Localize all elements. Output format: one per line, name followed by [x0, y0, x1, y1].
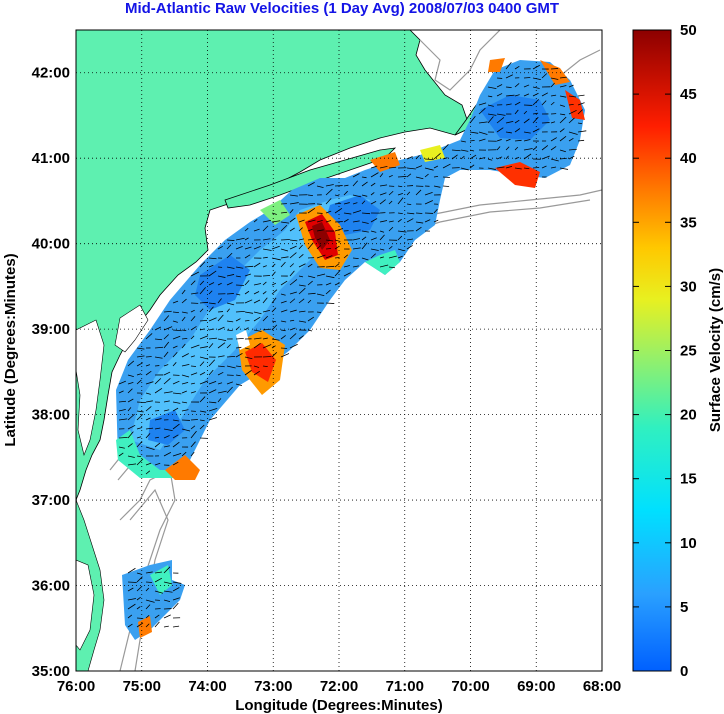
colorbar-tick-label: 40 — [680, 150, 697, 167]
x-tick-label: 74:00 — [188, 678, 226, 695]
x-tick-label: 68:00 — [583, 678, 621, 695]
colorbar-tick-label: 45 — [680, 86, 697, 103]
x-tick-label: 69:00 — [517, 678, 555, 695]
velocity-arrow — [443, 177, 450, 178]
y-tick-label: 38:00 — [32, 407, 70, 424]
y-axis-ticks: 35:00 36:00 37:00 38:00 39:00 40:00 41:00 42:00 — [32, 65, 70, 680]
velocity-arrow — [191, 366, 196, 367]
y-tick-label: 39:00 — [32, 321, 70, 338]
colorbar-tick-label: 5 — [680, 599, 688, 616]
colorbar-tick-label: 0 — [680, 663, 688, 680]
colorbar-tick-label: 30 — [680, 278, 697, 295]
velocity-arrow — [227, 240, 234, 241]
y-axis-label: Latitude (Degrees:Minutes) — [2, 253, 19, 446]
velocity-arrow — [416, 213, 422, 214]
velocity-arrow — [281, 348, 287, 349]
x-axis-ticks: 76:00 75:00 74:00 73:00 72:00 71:00 70:00 69:00… — [57, 678, 621, 695]
x-tick-label: 70:00 — [451, 678, 489, 695]
colorbar-tick-label: 15 — [680, 471, 697, 488]
y-tick-label: 36:00 — [32, 578, 70, 595]
y-tick-label: 40:00 — [32, 236, 70, 253]
velocity-arrow — [317, 312, 321, 313]
x-tick-label: 73:00 — [254, 678, 292, 695]
x-tick-label: 75:00 — [123, 678, 161, 695]
velocity-arrow — [443, 186, 449, 187]
x-tick-label: 72:00 — [320, 678, 358, 695]
x-axis-label: Longitude (Degrees:Minutes) — [235, 697, 443, 714]
velocity-arrow — [155, 410, 159, 411]
y-tick-label: 37:00 — [32, 492, 70, 509]
velocity-arrow — [524, 77, 530, 78]
colorbar-tick-label: 20 — [680, 407, 697, 424]
x-tick-label: 76:00 — [57, 678, 95, 695]
y-tick-label: 42:00 — [32, 65, 70, 82]
y-tick-label: 35:00 — [32, 663, 70, 680]
colorbar-tick-label: 25 — [680, 343, 697, 360]
colorbar-label: Surface Velocity (cm/s) — [707, 268, 724, 432]
y-tick-label: 41:00 — [32, 150, 70, 167]
colorbar-tick-label: 35 — [680, 214, 697, 231]
velocity-arrow — [551, 68, 558, 69]
colorbar-tick-label: 50 — [680, 22, 697, 39]
velocity-arrow — [326, 248, 331, 249]
x-tick-label: 71:00 — [386, 678, 424, 695]
velocity-arrow — [146, 582, 152, 583]
colorbar-tick-label: 10 — [680, 535, 697, 552]
velocity-arrow — [146, 356, 152, 357]
velocity-arrow — [326, 303, 334, 304]
